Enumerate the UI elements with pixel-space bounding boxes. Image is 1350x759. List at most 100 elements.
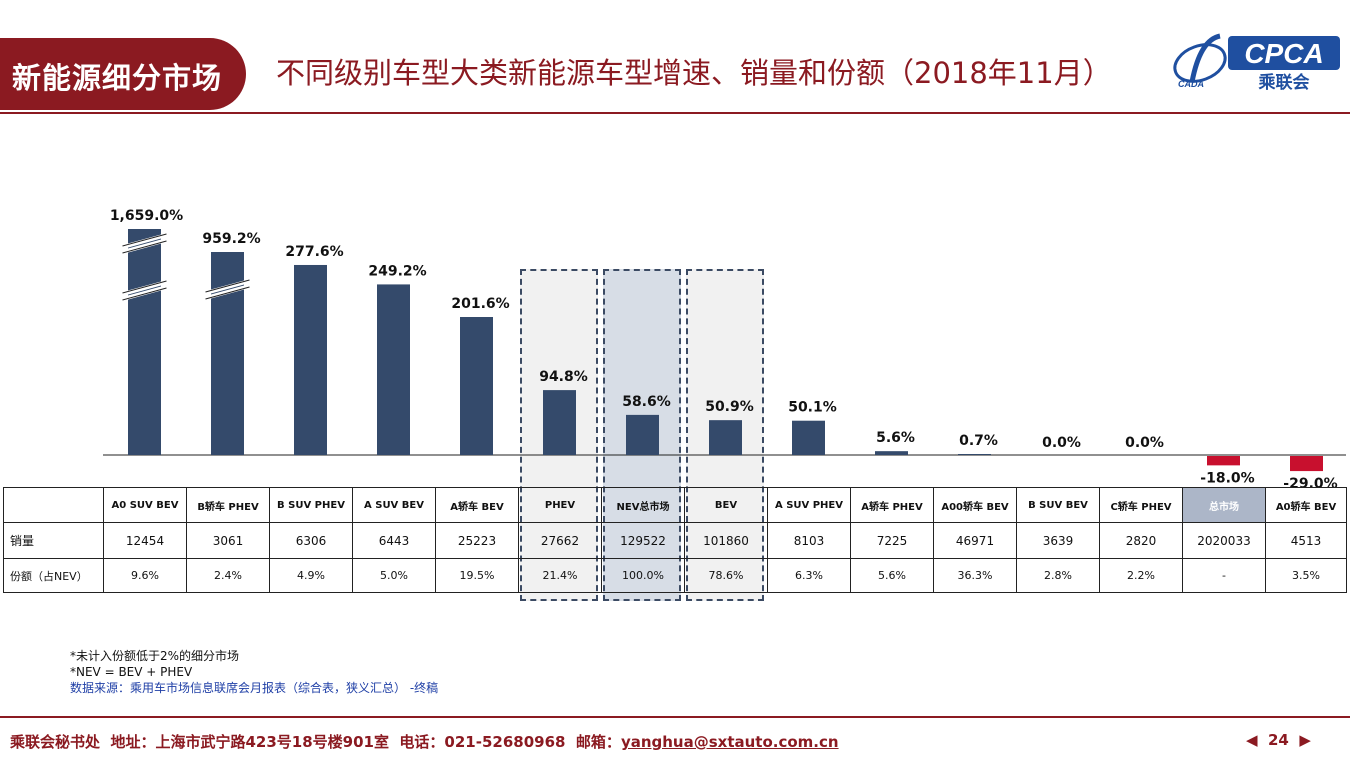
share-cell: 100.0%	[601, 558, 685, 593]
axis-break-mark	[121, 280, 168, 301]
chart-bar	[875, 451, 908, 455]
next-page-icon[interactable]: ▶	[1299, 731, 1311, 749]
sales-cell: 3639	[1016, 522, 1100, 559]
logo-text-bottom: 乘联会	[1258, 72, 1310, 92]
table-row-sales: 销量 12454 3061 6306 6443 25223 27662 129522 1018…	[3, 522, 1347, 559]
footnote-2: *NEV = BEV + PHEV	[70, 665, 193, 679]
column-header: A轿车 BEV	[435, 487, 519, 523]
sales-cell: 25223	[435, 522, 519, 559]
footer-address: 地址：上海市武宁路423号18号楼901室	[110, 733, 389, 751]
column-header: B SUV BEV	[1016, 487, 1100, 523]
chart-bar	[626, 414, 659, 455]
footer-divider	[0, 716, 1350, 718]
footer-contact: 乘联会秘书处 地址：上海市武宁路423号18号楼901室 电话：021-5268…	[10, 731, 839, 752]
share-cell: 21.4%	[518, 558, 602, 593]
sales-cell: 6306	[269, 522, 353, 559]
bar-value-label: -18.0%	[1200, 470, 1254, 486]
bar-value-label: 249.2%	[368, 263, 426, 279]
chart-bar	[377, 284, 410, 455]
sales-cell: 3061	[186, 522, 270, 559]
share-cell: 4.9%	[269, 558, 353, 593]
share-cell: 2.4%	[186, 558, 270, 593]
logo-small-text: CADA	[1178, 79, 1204, 89]
footnotes: *未计入份额低于2%的细分市场 *NEV = BEV + PHEV 数据来源：乘…	[70, 648, 438, 696]
chart-bar	[543, 390, 576, 455]
logo-text-top: CPCA	[1244, 38, 1323, 69]
bar-value-label: 58.6%	[622, 394, 671, 410]
bar-value-label: 277.6%	[285, 244, 343, 260]
chart-bar	[792, 420, 825, 455]
table-row-share: 份额（占NEV） 9.6% 2.4% 4.9% 5.0% 19.5% 21.4% 100.0…	[3, 558, 1347, 593]
column-header: 总市场	[1182, 487, 1266, 523]
column-header: C轿车 PHEV	[1099, 487, 1183, 523]
column-header: B轿车 PHEV	[186, 487, 270, 523]
prev-page-icon[interactable]: ◀	[1246, 731, 1258, 749]
table-corner-cell	[3, 487, 104, 523]
share-cell: 2.2%	[1099, 558, 1183, 593]
chart-bar	[1290, 456, 1323, 472]
page-title: 不同级别车型大类新能源车型增速、销量和份额（2018年11月）	[276, 56, 1112, 90]
section-tag-label: 新能源细分市场	[12, 61, 223, 95]
column-header: A0轿车 BEV	[1265, 487, 1347, 523]
header-divider	[0, 112, 1350, 114]
sales-cell: 7225	[850, 522, 934, 559]
page-navigator: ◀ 24 ▶	[1246, 731, 1311, 749]
bar-value-label: 5.6%	[876, 430, 915, 446]
column-header: BEV	[684, 487, 768, 523]
chart-bar	[128, 229, 161, 455]
share-cell: 36.3%	[933, 558, 1017, 593]
section-tag: 新能源细分市场	[0, 38, 246, 110]
share-cell: 3.5%	[1265, 558, 1347, 593]
sales-cell: 2820	[1099, 522, 1183, 559]
share-cell: 5.6%	[850, 558, 934, 593]
chart-bar	[1207, 456, 1240, 466]
bar-value-label: 1,659.0%	[110, 208, 183, 224]
sales-cell: 6443	[352, 522, 436, 559]
share-cell: 19.5%	[435, 558, 519, 593]
column-header: PHEV	[518, 487, 602, 523]
data-source-note: 数据来源：乘用车市场信息联席会月报表（综合表，狭义汇总） -终稿	[70, 681, 439, 695]
share-cell: 2.8%	[1016, 558, 1100, 593]
bar-value-label: 959.2%	[202, 231, 260, 247]
sales-cell: 12454	[103, 522, 187, 559]
chart-bar	[294, 264, 327, 455]
axis-break-line	[205, 279, 250, 300]
sales-cell: 129522	[601, 522, 685, 559]
sales-cell: 27662	[518, 522, 602, 559]
share-cell: 9.6%	[103, 558, 187, 593]
sales-cell: 46971	[933, 522, 1017, 559]
share-cell: 5.0%	[352, 558, 436, 593]
share-cell: 6.3%	[767, 558, 851, 593]
axis-break-mark	[121, 233, 168, 254]
chart-bar	[958, 454, 991, 455]
footer-phone: 电话：021-52680968	[399, 733, 566, 751]
footer-email-label: 邮箱：	[575, 733, 621, 751]
column-header: NEV总市场	[601, 487, 685, 523]
share-cell: 78.6%	[684, 558, 768, 593]
axis-break-line	[122, 233, 167, 254]
row-label-share: 份额（占NEV）	[3, 558, 104, 593]
sales-cell: 101860	[684, 522, 768, 559]
bar-value-label: -29.0%	[1283, 476, 1337, 490]
footnote-1: *未计入份额低于2%的细分市场	[70, 649, 240, 663]
footer-org: 乘联会秘书处	[10, 733, 101, 751]
column-header: B SUV PHEV	[269, 487, 353, 523]
bar-value-label: 0.0%	[1125, 435, 1164, 451]
sales-cell: 8103	[767, 522, 851, 559]
share-cell: -	[1182, 558, 1266, 593]
column-header: A0 SUV BEV	[103, 487, 187, 523]
table-header-row: A0 SUV BEV B轿车 PHEV B SUV PHEV A SUV BEV A轿车…	[3, 487, 1347, 523]
column-header: A00轿车 BEV	[933, 487, 1017, 523]
axis-break-line	[122, 280, 167, 301]
growth-bar-chart: 1,659.0% 959.2% 277.6% 249.2% 201.6% 94.8% 58.…	[103, 208, 1346, 490]
column-header: A轿车 PHEV	[850, 487, 934, 523]
axis-break-mark	[204, 279, 251, 300]
bar-value-label: 50.1%	[788, 400, 837, 416]
bar-value-label: 50.9%	[705, 399, 754, 415]
cpca-logo: CADA CPCA 乘联会	[1173, 33, 1340, 92]
column-header: A SUV PHEV	[767, 487, 851, 523]
sales-cell: 2020033	[1182, 522, 1266, 559]
page-number: 24	[1268, 731, 1289, 749]
column-header: A SUV BEV	[352, 487, 436, 523]
footer-email-link[interactable]: yanghua@sxtauto.com.cn	[620, 733, 839, 751]
